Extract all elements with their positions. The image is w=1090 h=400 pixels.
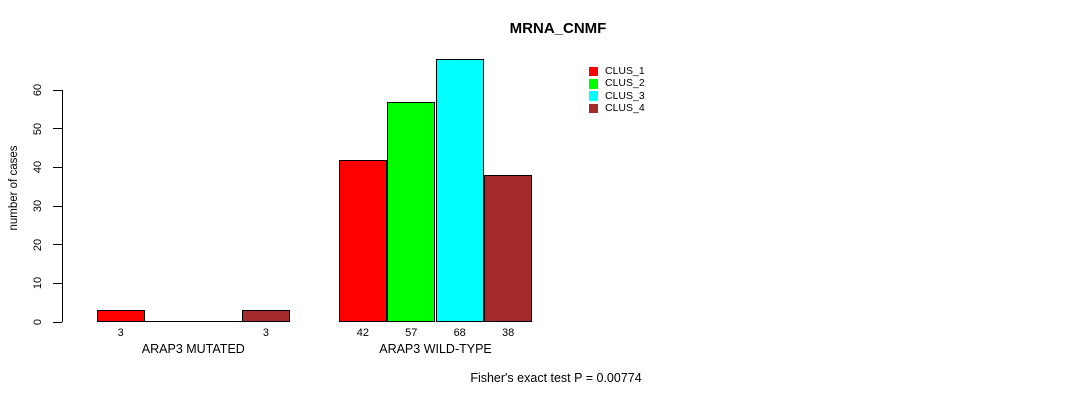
group-label: ARAP3 WILD-TYPE: [379, 342, 492, 356]
bar-value-label: 42: [356, 327, 370, 339]
y-tick: [53, 89, 62, 91]
y-tick-label: 10: [32, 277, 44, 290]
chart-title: MRNA_CNMF: [509, 20, 607, 37]
y-tick: [53, 244, 62, 246]
bar: [435, 59, 484, 322]
y-tick: [53, 128, 62, 130]
legend-swatch: [589, 103, 599, 113]
bar: [387, 101, 436, 322]
y-tick: [53, 321, 62, 323]
bar-zero: [144, 321, 194, 322]
y-tick-label: 50: [32, 122, 44, 135]
y-tick-label: 20: [32, 238, 44, 251]
legend-swatch: [589, 79, 599, 89]
legend-label: CLUS_2: [605, 77, 645, 90]
bar-zero: [193, 321, 242, 322]
legend-label: CLUS_3: [605, 89, 645, 102]
y-tick-label: 60: [32, 83, 44, 97]
y-axis-line: [62, 90, 63, 322]
bar-value-label: 68: [453, 327, 466, 339]
y-tick: [53, 205, 62, 207]
group-label: ARAP3 MUTATED: [141, 342, 245, 356]
legend-label: CLUS_4: [605, 101, 645, 114]
y-tick: [53, 282, 62, 284]
bar: [96, 310, 145, 322]
bar-value-label: 57: [405, 327, 418, 339]
bar-value-label: 38: [501, 327, 515, 339]
legend-swatch: [589, 67, 599, 77]
y-axis-title: number of cases: [8, 145, 20, 231]
bar: [241, 310, 291, 322]
bar: [338, 159, 388, 322]
legend-label: CLUS_1: [605, 65, 645, 78]
y-tick-label: 30: [32, 199, 44, 213]
legend-swatch: [589, 91, 599, 101]
bar-value-label: 3: [117, 327, 124, 339]
bar-value-label: 3: [262, 327, 269, 339]
bar: [483, 175, 533, 322]
y-tick: [53, 166, 62, 168]
y-tick-label: 40: [32, 161, 44, 174]
stat-test-annotation: Fisher's exact test P = 0.00774: [470, 371, 642, 385]
y-tick-label: 0: [32, 318, 44, 326]
